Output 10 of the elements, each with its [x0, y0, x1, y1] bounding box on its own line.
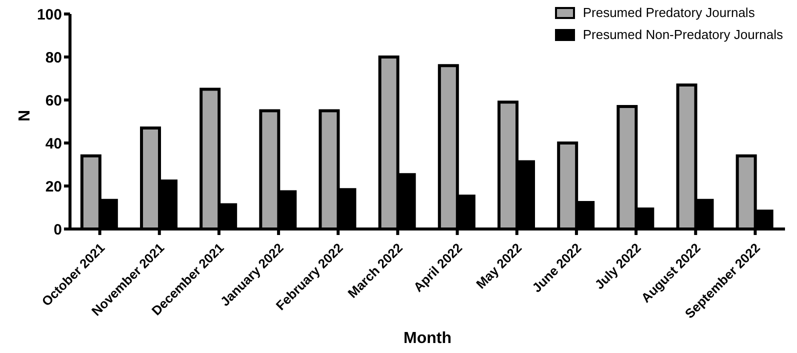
y-tick-label: 40	[45, 135, 62, 152]
legend-label: Presumed Predatory Journals	[582, 4, 755, 22]
y-tick-label: 80	[45, 49, 62, 66]
y-axis-title: N	[16, 110, 34, 122]
y-tick-label: 20	[45, 178, 62, 196]
y-tick-label: 60	[45, 92, 62, 110]
legend-label: Presumed Non-Predatory Journals	[582, 26, 783, 44]
y-tick-label: 0	[54, 221, 62, 238]
x-axis-title: Month	[404, 330, 452, 347]
y-tick-label: 100	[36, 6, 62, 24]
